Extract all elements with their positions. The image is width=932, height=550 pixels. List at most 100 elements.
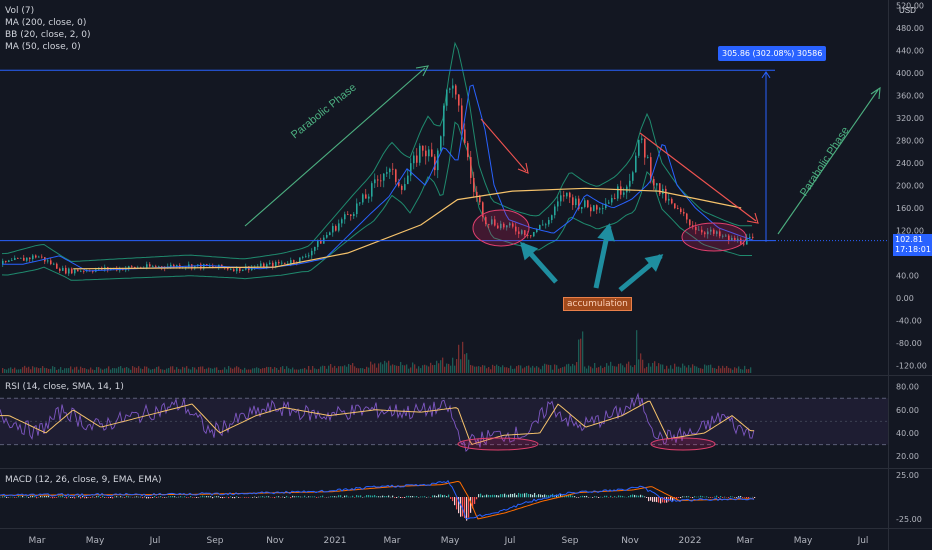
- volume-bar: [482, 365, 484, 373]
- candle-body: [473, 177, 475, 192]
- x-tick-label: 2021: [324, 536, 347, 546]
- volume-bar: [274, 367, 276, 373]
- macd-histogram-bar: [58, 496, 60, 498]
- macd-histogram-bar: [72, 497, 74, 498]
- x-tick-label: Jul: [149, 536, 161, 546]
- candle-body: [422, 145, 424, 151]
- macd-histogram-bar: [126, 495, 128, 498]
- volume-bar: [280, 367, 282, 373]
- candle-body: [497, 225, 499, 229]
- macd-tick-label: 25.00: [896, 471, 919, 480]
- macd-histogram-bar: [148, 497, 150, 499]
- volume-bar: [406, 364, 408, 373]
- volume-bar: [28, 366, 30, 373]
- volume-bar: [188, 368, 190, 373]
- volume-bar: [660, 364, 662, 373]
- volume-bar: [356, 367, 358, 373]
- downtrend-arrow-1: [480, 118, 527, 172]
- macd-histogram-bar: [548, 495, 550, 498]
- macd-histogram-bar: [50, 497, 52, 498]
- macd-histogram-bar: [662, 497, 664, 503]
- candle-body: [545, 224, 547, 226]
- main-legend: Vol (7) MA (200, close, 0) BB (20, close…: [5, 5, 90, 53]
- macd-histogram-bar: [320, 496, 322, 498]
- candle-body: [548, 220, 550, 225]
- volume-bar: [68, 368, 70, 373]
- volume-bar: [554, 364, 556, 373]
- volume-bar: [748, 369, 750, 373]
- volume-bar: [24, 365, 26, 373]
- candle-body: [92, 271, 94, 273]
- x-tick-label: May: [86, 536, 105, 546]
- volume-bar: [254, 368, 256, 373]
- macd-histogram-bar: [92, 496, 94, 498]
- volume-bar: [456, 359, 458, 373]
- accumulation-label[interactable]: accumulation: [563, 297, 632, 311]
- candle-body: [371, 183, 373, 197]
- macd-histogram-bar: [6, 497, 8, 498]
- volume-bar: [58, 369, 60, 373]
- volume-bar: [156, 367, 158, 373]
- candle-body: [698, 229, 700, 231]
- macd-histogram-bar: [514, 493, 516, 498]
- volume-bar: [698, 367, 700, 373]
- macd-histogram-bar: [578, 497, 580, 498]
- candle-body: [566, 192, 568, 197]
- legend-ma200[interactable]: MA (200, close, 0): [5, 18, 87, 28]
- macd-histogram-bar: [606, 495, 608, 498]
- macd-histogram-bar: [576, 497, 578, 498]
- volume-bar: [608, 365, 610, 373]
- measure-label[interactable]: 305.86 (302.08%) 30586: [718, 46, 827, 61]
- legend-vol[interactable]: Vol (7): [5, 6, 35, 16]
- volume-bar: [18, 369, 20, 373]
- downtrend-arrowhead-1: [517, 162, 529, 174]
- macd-histogram-bar: [522, 493, 524, 498]
- legend-bb[interactable]: BB (20, close, 2, 0): [5, 30, 91, 40]
- macd-panel: [0, 479, 756, 521]
- macd-histogram-bar: [80, 497, 82, 499]
- last-price: 102.81: [895, 235, 923, 244]
- volume-bar: [642, 359, 644, 373]
- macd-histogram-bar: [694, 496, 696, 498]
- candle-body: [311, 250, 313, 256]
- macd-histogram-bar: [344, 495, 346, 498]
- volume-bar: [22, 367, 24, 373]
- legend-ma50[interactable]: MA (50, close, 0): [5, 42, 81, 52]
- volume-bar: [146, 366, 148, 373]
- last-price-badge[interactable]: 102.81 17:18:01: [893, 234, 932, 256]
- candle-body: [464, 129, 466, 144]
- volume-bar: [440, 360, 442, 373]
- candle-body: [527, 235, 529, 236]
- candle-body: [494, 219, 496, 226]
- volume-bar: [664, 369, 666, 373]
- macd-histogram-bar: [60, 496, 62, 498]
- volume-bar: [114, 368, 116, 373]
- volume-bar: [196, 369, 198, 373]
- macd-histogram-bar: [144, 496, 146, 498]
- volume-bar: [718, 365, 720, 373]
- macd-histogram-bar: [524, 493, 526, 498]
- macd-legend[interactable]: MACD (12, 26, close, 9, EMA, EMA): [5, 475, 162, 485]
- macd-histogram-bar: [498, 495, 500, 498]
- volume-bar: [64, 368, 66, 373]
- volume-bar: [460, 359, 462, 373]
- macd-histogram-bar: [526, 492, 528, 498]
- rsi-tick-label: 20.00: [896, 452, 919, 461]
- volume-bar: [692, 364, 694, 373]
- candle-body: [230, 269, 232, 271]
- candle-body: [743, 243, 745, 245]
- macd-histogram-bar: [152, 497, 154, 498]
- volume-bar: [612, 365, 614, 373]
- volume-bar: [266, 366, 268, 373]
- rsi-legend[interactable]: RSI (14, close, SMA, 14, 1): [5, 382, 124, 392]
- candle-body: [335, 226, 337, 231]
- volume-bar: [722, 365, 724, 373]
- volume-bar: [430, 362, 432, 373]
- macd-histogram-bar: [142, 497, 144, 499]
- macd-histogram-bar: [36, 497, 38, 499]
- currency-label: USD: [899, 6, 916, 15]
- macd-histogram-bar: [604, 495, 606, 498]
- macd-histogram-bar: [528, 493, 530, 498]
